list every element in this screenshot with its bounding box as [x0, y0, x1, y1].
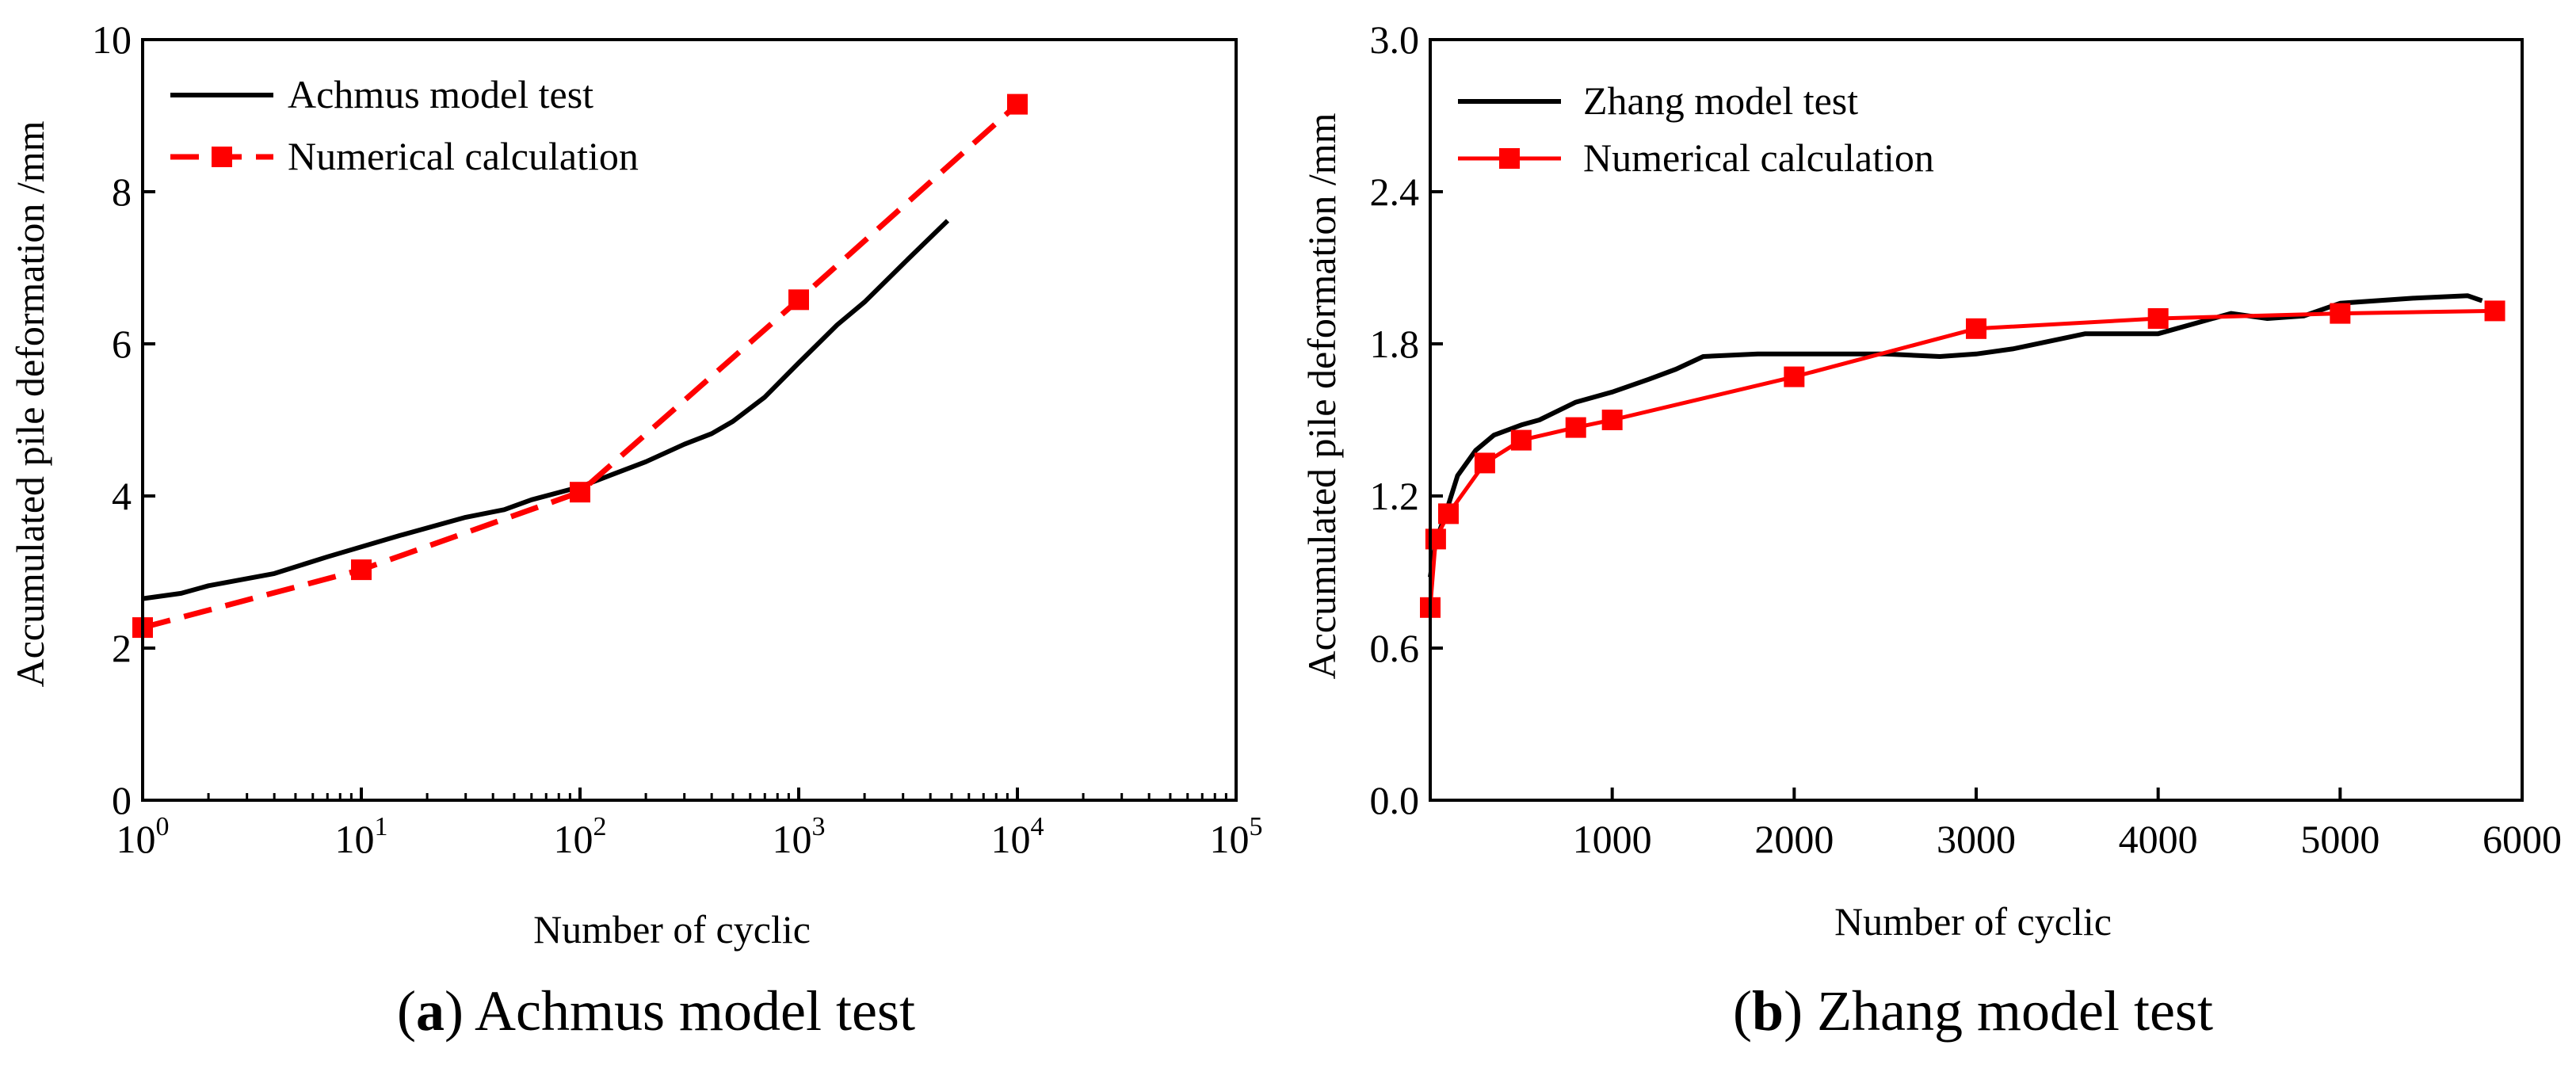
- chart-b: Accumulated pile deformation /mm 0.0 0.6 1…: [1299, 17, 2562, 1043]
- data-point-marker: [2330, 303, 2351, 324]
- data-point-marker: [1784, 366, 1805, 387]
- data-point-marker: [1474, 452, 1495, 474]
- legend-b-numerical-label: Numerical calculation: [1583, 135, 1934, 180]
- y-tick-label: 0.6: [1370, 626, 1420, 670]
- y-tick-label: 10: [92, 17, 132, 62]
- y-tick-label: 6: [112, 322, 132, 366]
- data-point-marker: [1437, 503, 1459, 524]
- data-point-marker: [1601, 410, 1623, 430]
- y-tick-label: 4: [112, 474, 132, 518]
- chart-a-plot-frame: [141, 38, 1238, 802]
- data-point-marker: [2147, 308, 2169, 329]
- chart-a-legend: Achmus model test Numerical calculation: [170, 72, 639, 178]
- x-tick-label: 5000: [2300, 817, 2379, 861]
- chart-b-legend: Zhang model test Numerical calculation: [1458, 78, 1934, 180]
- chart-a-caption: (a) Achmus model test: [397, 979, 915, 1043]
- legend-b-numerical-marker: [1499, 148, 1520, 169]
- chart-b-y-ticks: 0.0 0.6 1.2 1.8 2.4 3.0: [1370, 17, 1443, 822]
- y-tick-label: 2: [112, 626, 132, 670]
- chart-b-caption: (b) Zhang model test: [1733, 979, 2213, 1043]
- data-point-marker: [2484, 300, 2505, 322]
- legend-a-test-label: Achmus model test: [288, 72, 593, 116]
- x-tick-label: 3000: [1937, 817, 2016, 861]
- y-tick-label: 1.2: [1370, 474, 1420, 518]
- data-point-marker: [1966, 318, 1986, 339]
- chart-b-markers: [1420, 300, 2505, 618]
- legend-a-numerical-label: Numerical calculation: [288, 134, 639, 178]
- data-point-marker: [351, 559, 372, 581]
- chart-b-x-ticks: 1000 2000 3000 4000 5000 6000: [1573, 788, 2562, 861]
- chart-a: Accumulated pile deformation /mm 0 2 4 6 8 10…: [8, 17, 1263, 1043]
- data-point-marker: [1510, 429, 1532, 451]
- x-tick-label: 4000: [2119, 817, 2198, 861]
- legend-b-test-label: Zhang model test: [1583, 78, 1858, 123]
- chart-b-series: [1428, 293, 2495, 608]
- y-tick-label: 8: [112, 170, 132, 214]
- y-tick-label: 0: [112, 778, 132, 822]
- chart-a-xlabel: Number of cyclic: [533, 907, 811, 952]
- chart-b-plot-frame: [1429, 38, 2524, 802]
- series-line-test: [1428, 293, 2483, 578]
- x-tick-label: 1000: [1573, 817, 1652, 861]
- data-point-marker: [788, 289, 809, 311]
- data-point-marker: [570, 482, 590, 503]
- chart-a-x-ticks: 100 101 102 103 104 105: [116, 788, 1263, 861]
- data-point-marker: [1425, 528, 1446, 550]
- chart-b-ylabel: Accumulated pile deformation /mm: [1299, 113, 1344, 679]
- chart-a-series: [142, 101, 1020, 631]
- x-tick-label: 100: [116, 812, 170, 861]
- series-line-test: [142, 219, 950, 601]
- chart-a-markers: [132, 93, 1028, 639]
- x-tick-label: 102: [554, 812, 607, 861]
- data-point-marker: [1565, 417, 1586, 438]
- x-tick-label: 104: [991, 812, 1044, 861]
- y-tick-label: 3.0: [1370, 17, 1420, 62]
- y-tick-label: 2.4: [1370, 170, 1420, 214]
- x-tick-label: 101: [335, 812, 388, 861]
- chart-a-y-ticks: 0 2 4 6 8 10: [92, 17, 155, 822]
- y-tick-label: 1.8: [1370, 322, 1420, 366]
- series-line-numerical: [142, 101, 1020, 631]
- chart-b-xlabel: Number of cyclic: [1834, 899, 2112, 944]
- x-tick-label: 103: [773, 812, 826, 861]
- data-point-marker: [1007, 93, 1028, 115]
- x-tick-label: 105: [1210, 812, 1263, 861]
- x-tick-label: 2000: [1754, 817, 1834, 861]
- x-tick-label: 6000: [2483, 817, 2562, 861]
- y-tick-label: 0.0: [1370, 778, 1420, 822]
- chart-a-ylabel: Accumulated pile deformation /mm: [8, 120, 52, 687]
- legend-a-numerical-marker: [212, 147, 232, 167]
